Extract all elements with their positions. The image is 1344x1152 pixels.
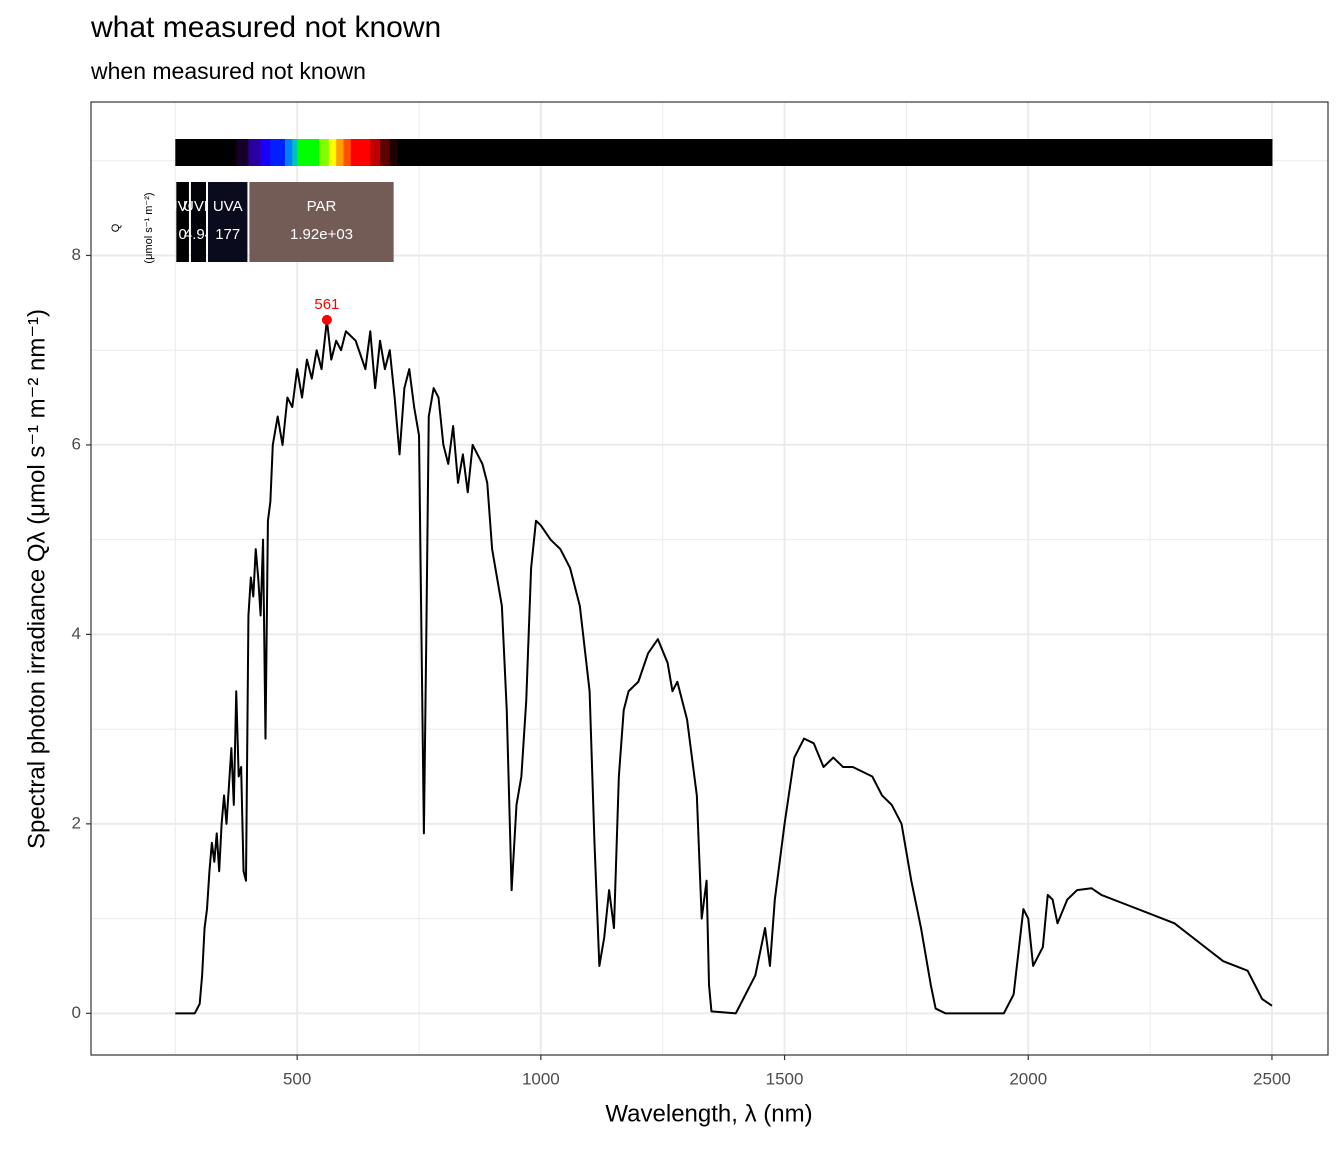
y-axis-title: Spectral photon irradiance Qλ (μmol s⁻¹ … [23,309,50,849]
q-unit: (μmol s⁻¹ m⁻²) [143,192,155,263]
spectrum-segment [260,139,271,166]
panel-border [90,101,1329,1056]
waveband-value: 177 [215,226,240,243]
peak-label: 561 [314,296,339,313]
peak-point [321,314,332,325]
waveband-name: UVC [167,198,199,215]
waveband-box [249,182,394,262]
spectrum-segment [328,139,337,166]
spectrum-segment [297,139,320,166]
y-tick-label: 2 [72,813,81,832]
spectrum-segment [284,139,293,166]
spectrum-segment [319,139,330,166]
waveband-name: UVB [183,198,214,215]
spectrum-segment [292,139,298,166]
x-tick-label: 2000 [1009,1069,1047,1088]
waveband-box [207,182,248,262]
waveband-box [190,182,206,262]
spectrum-segment [175,139,237,166]
x-tick-label: 2500 [1253,1069,1291,1088]
spectrum-segment [380,139,391,166]
spectrum-line [175,318,1273,1015]
q-label: Q [110,223,122,232]
waveband-box [176,182,189,262]
x-axis-title: Wavelength, λ (nm) [605,1100,812,1127]
y-tick-label: 8 [72,245,81,264]
spectrum-segment [270,139,286,166]
y-tick-label: 6 [72,434,81,453]
waveband-value: 0 [178,226,186,243]
waveband-value: 1.92e+03 [290,226,353,243]
spectrum-segment [248,139,262,166]
x-tick-label: 1500 [766,1069,804,1088]
spectrum-segment [236,139,249,166]
waveband-value: 4.94 [184,226,213,243]
spectrum-segment [343,139,352,166]
waveband-name: UVA [213,198,243,215]
spectrum-segment [336,139,344,166]
spectrum-segment [370,139,381,166]
spectrum-segment [389,139,398,166]
spectrum-segment [350,139,371,166]
y-tick-label: 0 [72,1003,81,1022]
spectrum-segment [397,139,1273,166]
chart-subtitle: when measured not known [90,58,366,84]
x-tick-label: 500 [283,1069,311,1088]
waveband-name: PAR [307,198,337,215]
y-tick-label: 4 [72,624,81,643]
chart-title: what measured not known [90,11,441,44]
x-tick-label: 1000 [522,1069,560,1088]
